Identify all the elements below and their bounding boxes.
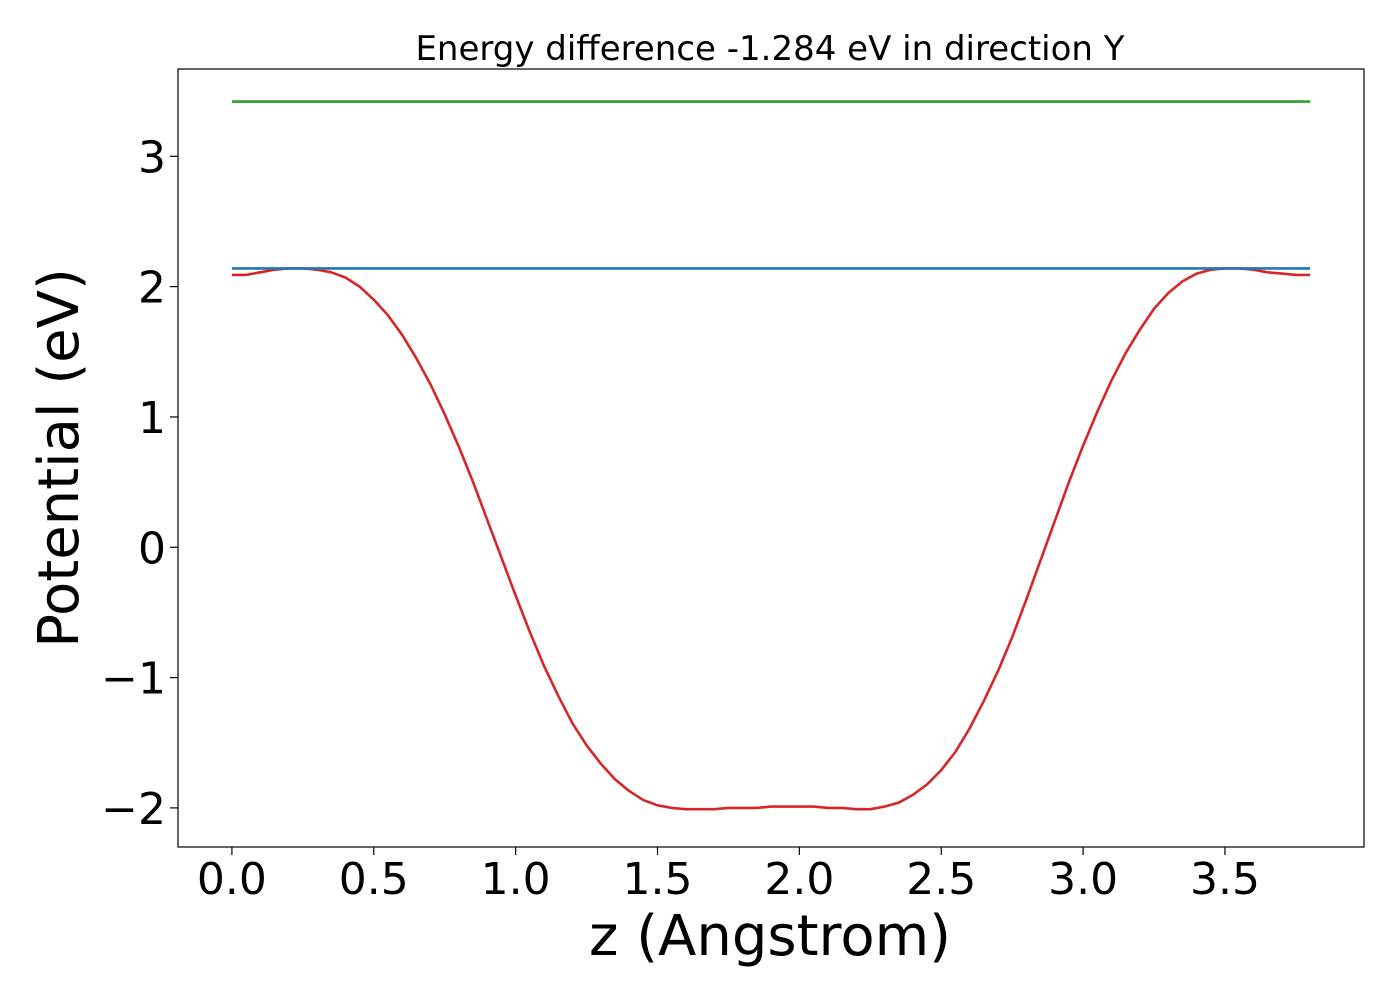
series-line-1 (231, 267, 1311, 811)
x-tick-label: 0.5 (339, 854, 409, 905)
x-axis-title: z (Angstrom) (589, 904, 951, 969)
series-layer (231, 100, 1311, 811)
x-tick-label: 3.0 (1048, 854, 1118, 905)
x-tick-label: 0.0 (197, 854, 267, 905)
plot-frame (177, 68, 1365, 848)
x-tick-label: 1.5 (623, 854, 693, 905)
y-tick-label: 2 (138, 263, 166, 314)
y-tick-label: 0 (138, 523, 166, 574)
chart-title: Energy difference -1.284 eV in direction… (415, 29, 1124, 69)
x-tick-label: 2.5 (906, 854, 976, 905)
y-tick-label: 3 (138, 132, 166, 183)
x-axis-ticks: 0.0 0.5 1.0 1.5 2.0 2.5 3.0 3.5 (197, 847, 1260, 905)
x-tick-label: 2.0 (764, 854, 834, 905)
x-tick-label: 1.0 (481, 854, 551, 905)
y-tick-label: 1 (138, 393, 166, 444)
x-tick-label: 3.5 (1190, 854, 1260, 905)
y-tick-label: −1 (101, 654, 166, 705)
y-tick-label: −2 (101, 784, 166, 835)
y-axis-title: Potential (eV) (27, 268, 92, 648)
plot-area: 0.0 0.5 1.0 1.5 2.0 2.5 3.0 3.5 −2 −1 0 1 2 3 (101, 68, 1365, 905)
y-axis-ticks: −2 −1 0 1 2 3 (101, 132, 178, 835)
